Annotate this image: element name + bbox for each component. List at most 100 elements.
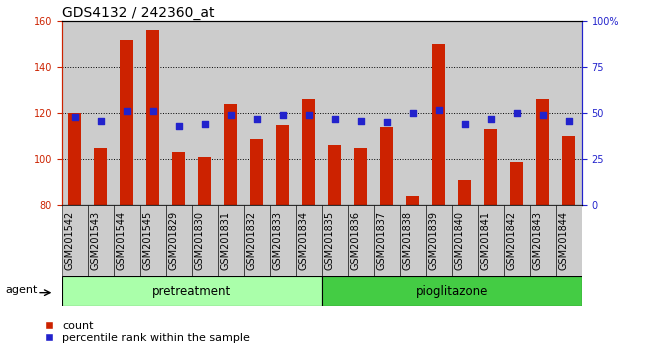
- Bar: [322, 276, 582, 306]
- Bar: [218, 21, 244, 205]
- Bar: [510, 161, 523, 205]
- Point: [174, 123, 184, 129]
- Bar: [562, 136, 575, 205]
- Bar: [432, 44, 445, 205]
- Bar: [348, 21, 374, 205]
- Text: GSM201544: GSM201544: [117, 211, 127, 270]
- Bar: [244, 205, 270, 276]
- Bar: [94, 148, 107, 205]
- Point: [122, 109, 132, 114]
- Point: [96, 118, 106, 124]
- Bar: [426, 21, 452, 205]
- Text: GSM201833: GSM201833: [273, 211, 283, 270]
- Text: GSM201832: GSM201832: [247, 211, 257, 270]
- Point: [226, 112, 236, 118]
- Bar: [166, 205, 192, 276]
- Text: GSM201830: GSM201830: [195, 211, 205, 270]
- Bar: [276, 125, 289, 205]
- Point: [356, 118, 366, 124]
- Bar: [250, 139, 263, 205]
- Point: [564, 118, 574, 124]
- Point: [382, 120, 392, 125]
- Text: GSM201542: GSM201542: [65, 211, 75, 270]
- Text: pretreatment: pretreatment: [152, 285, 231, 298]
- Bar: [120, 40, 133, 205]
- Point: [408, 110, 418, 116]
- Bar: [224, 104, 237, 205]
- Point: [70, 114, 80, 120]
- Text: GSM201844: GSM201844: [559, 211, 569, 270]
- Bar: [530, 205, 556, 276]
- Bar: [140, 21, 166, 205]
- Text: GDS4132 / 242360_at: GDS4132 / 242360_at: [62, 6, 214, 20]
- Bar: [406, 196, 419, 205]
- Bar: [140, 205, 166, 276]
- Text: GSM201545: GSM201545: [143, 211, 153, 270]
- Bar: [374, 205, 400, 276]
- Bar: [556, 21, 582, 205]
- Bar: [556, 205, 582, 276]
- Text: GSM201836: GSM201836: [351, 211, 361, 270]
- Text: pioglitazone: pioglitazone: [415, 285, 488, 298]
- Point: [304, 112, 314, 118]
- Bar: [244, 21, 270, 205]
- Point: [278, 112, 288, 118]
- Bar: [452, 205, 478, 276]
- Bar: [328, 145, 341, 205]
- Bar: [62, 205, 88, 276]
- Point: [200, 121, 210, 127]
- Bar: [62, 276, 322, 306]
- Bar: [192, 21, 218, 205]
- Text: GSM201841: GSM201841: [481, 211, 491, 270]
- Text: GSM201838: GSM201838: [403, 211, 413, 270]
- Bar: [296, 21, 322, 205]
- Bar: [166, 21, 192, 205]
- Bar: [62, 21, 88, 205]
- Bar: [146, 30, 159, 205]
- Bar: [400, 21, 426, 205]
- Text: GSM201831: GSM201831: [221, 211, 231, 270]
- Legend: count, percentile rank within the sample: count, percentile rank within the sample: [45, 321, 250, 343]
- Text: GSM201839: GSM201839: [429, 211, 439, 270]
- Bar: [348, 205, 374, 276]
- Bar: [504, 205, 530, 276]
- Text: GSM201837: GSM201837: [377, 211, 387, 270]
- Bar: [68, 113, 81, 205]
- Bar: [302, 99, 315, 205]
- Bar: [478, 205, 504, 276]
- Text: GSM201834: GSM201834: [299, 211, 309, 270]
- Bar: [380, 127, 393, 205]
- Bar: [530, 21, 556, 205]
- Bar: [198, 157, 211, 205]
- Point: [538, 112, 548, 118]
- Bar: [88, 21, 114, 205]
- Point: [252, 116, 262, 122]
- Point: [460, 121, 470, 127]
- Bar: [296, 205, 322, 276]
- Bar: [354, 148, 367, 205]
- Bar: [484, 130, 497, 205]
- Text: GSM201840: GSM201840: [455, 211, 465, 270]
- Bar: [270, 21, 296, 205]
- Point: [330, 116, 340, 122]
- Bar: [426, 205, 452, 276]
- Text: GSM201842: GSM201842: [507, 211, 517, 270]
- Bar: [322, 21, 348, 205]
- Point: [512, 110, 522, 116]
- Bar: [374, 21, 400, 205]
- Bar: [322, 205, 348, 276]
- Bar: [218, 205, 244, 276]
- Point: [148, 109, 158, 114]
- Bar: [478, 21, 504, 205]
- Bar: [192, 205, 218, 276]
- Bar: [536, 99, 549, 205]
- Bar: [270, 205, 296, 276]
- Bar: [88, 205, 114, 276]
- Text: GSM201543: GSM201543: [91, 211, 101, 270]
- Bar: [172, 152, 185, 205]
- Bar: [504, 21, 530, 205]
- Text: GSM201829: GSM201829: [169, 211, 179, 270]
- Text: agent: agent: [5, 285, 37, 295]
- Text: GSM201835: GSM201835: [325, 211, 335, 270]
- Bar: [114, 21, 140, 205]
